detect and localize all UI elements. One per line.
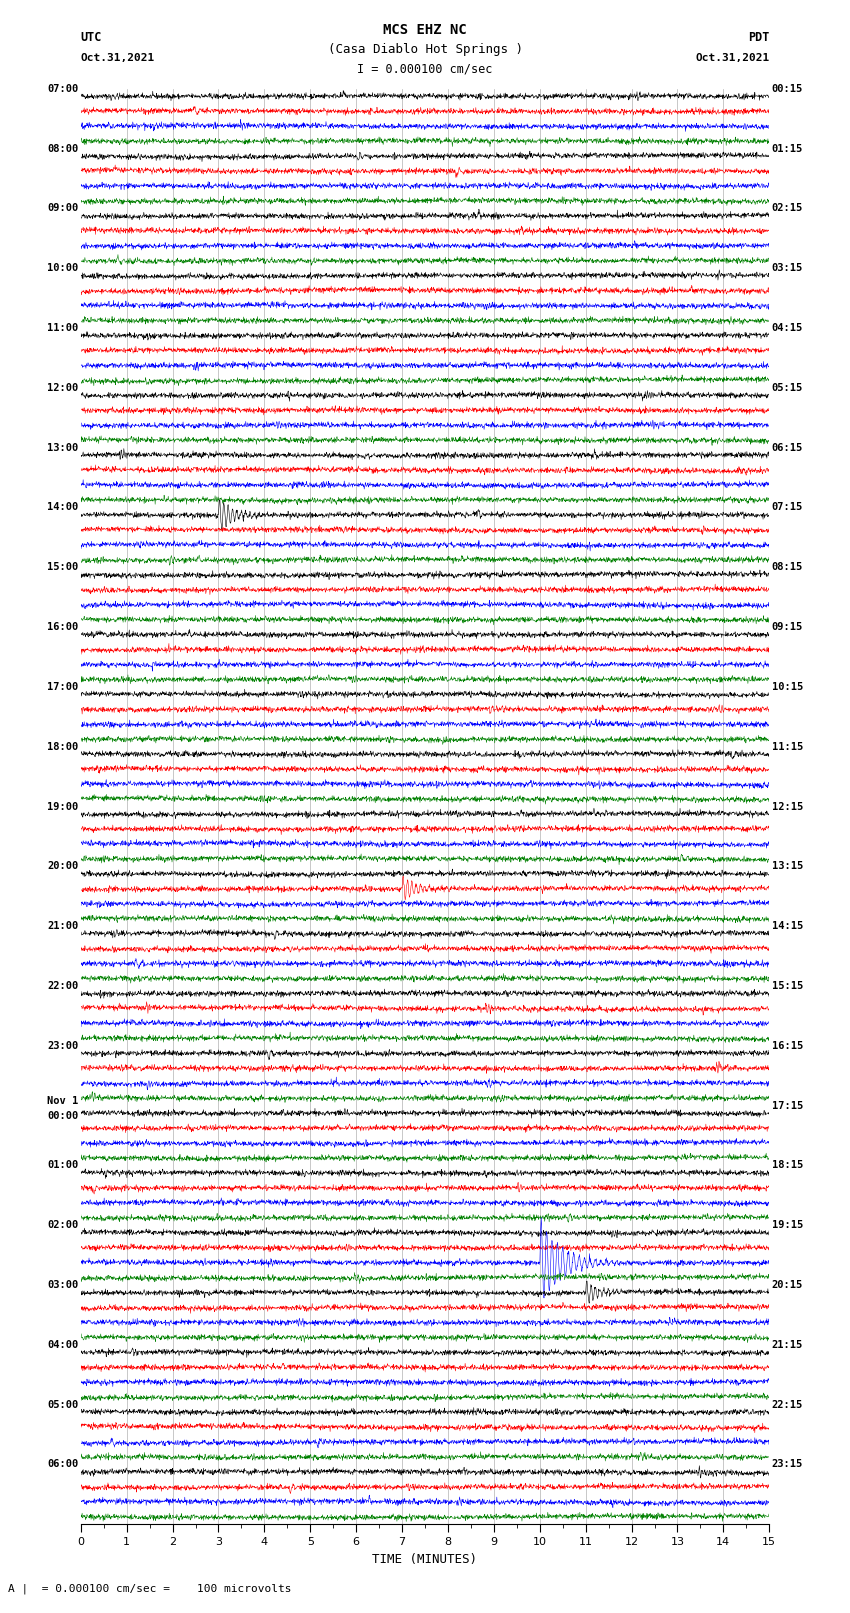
- Text: 19:15: 19:15: [772, 1219, 803, 1231]
- Text: 20:15: 20:15: [772, 1281, 803, 1290]
- Text: 08:15: 08:15: [772, 563, 803, 573]
- Text: 04:00: 04:00: [47, 1340, 78, 1350]
- Text: 07:15: 07:15: [772, 502, 803, 513]
- Text: 16:15: 16:15: [772, 1040, 803, 1050]
- Text: 03:15: 03:15: [772, 263, 803, 273]
- Text: 13:15: 13:15: [772, 861, 803, 871]
- Text: 12:15: 12:15: [772, 802, 803, 811]
- X-axis label: TIME (MINUTES): TIME (MINUTES): [372, 1553, 478, 1566]
- Text: 03:00: 03:00: [47, 1281, 78, 1290]
- Text: 23:15: 23:15: [772, 1460, 803, 1469]
- Text: 21:00: 21:00: [47, 921, 78, 931]
- Text: 01:00: 01:00: [47, 1160, 78, 1171]
- Text: 15:15: 15:15: [772, 981, 803, 990]
- Text: 15:00: 15:00: [47, 563, 78, 573]
- Text: 00:00: 00:00: [47, 1111, 78, 1121]
- Text: 21:15: 21:15: [772, 1340, 803, 1350]
- Text: 08:00: 08:00: [47, 144, 78, 153]
- Text: MCS EHZ NC: MCS EHZ NC: [383, 23, 467, 37]
- Text: 20:00: 20:00: [47, 861, 78, 871]
- Text: 13:00: 13:00: [47, 442, 78, 453]
- Text: 07:00: 07:00: [47, 84, 78, 94]
- Text: 06:00: 06:00: [47, 1460, 78, 1469]
- Text: 17:00: 17:00: [47, 682, 78, 692]
- Text: 02:00: 02:00: [47, 1219, 78, 1231]
- Text: Oct.31,2021: Oct.31,2021: [81, 53, 155, 63]
- Text: 01:15: 01:15: [772, 144, 803, 153]
- Text: 05:00: 05:00: [47, 1400, 78, 1410]
- Text: Nov 1: Nov 1: [47, 1097, 78, 1107]
- Text: 12:00: 12:00: [47, 382, 78, 394]
- Text: 14:00: 14:00: [47, 502, 78, 513]
- Text: 23:00: 23:00: [47, 1040, 78, 1050]
- Text: 06:15: 06:15: [772, 442, 803, 453]
- Text: 18:00: 18:00: [47, 742, 78, 752]
- Text: 14:15: 14:15: [772, 921, 803, 931]
- Text: 11:15: 11:15: [772, 742, 803, 752]
- Text: 09:15: 09:15: [772, 623, 803, 632]
- Text: A |  = 0.000100 cm/sec =    100 microvolts: A | = 0.000100 cm/sec = 100 microvolts: [8, 1582, 292, 1594]
- Text: 04:15: 04:15: [772, 323, 803, 332]
- Text: 18:15: 18:15: [772, 1160, 803, 1171]
- Text: PDT: PDT: [748, 31, 769, 44]
- Text: 02:15: 02:15: [772, 203, 803, 213]
- Text: 19:00: 19:00: [47, 802, 78, 811]
- Text: Oct.31,2021: Oct.31,2021: [695, 53, 769, 63]
- Text: 10:00: 10:00: [47, 263, 78, 273]
- Text: 17:15: 17:15: [772, 1100, 803, 1111]
- Text: 09:00: 09:00: [47, 203, 78, 213]
- Text: 11:00: 11:00: [47, 323, 78, 332]
- Text: I = 0.000100 cm/sec: I = 0.000100 cm/sec: [357, 63, 493, 76]
- Text: 10:15: 10:15: [772, 682, 803, 692]
- Text: 05:15: 05:15: [772, 382, 803, 394]
- Text: (Casa Diablo Hot Springs ): (Casa Diablo Hot Springs ): [327, 44, 523, 56]
- Text: 00:15: 00:15: [772, 84, 803, 94]
- Text: 22:15: 22:15: [772, 1400, 803, 1410]
- Text: UTC: UTC: [81, 31, 102, 44]
- Text: 22:00: 22:00: [47, 981, 78, 990]
- Text: 16:00: 16:00: [47, 623, 78, 632]
